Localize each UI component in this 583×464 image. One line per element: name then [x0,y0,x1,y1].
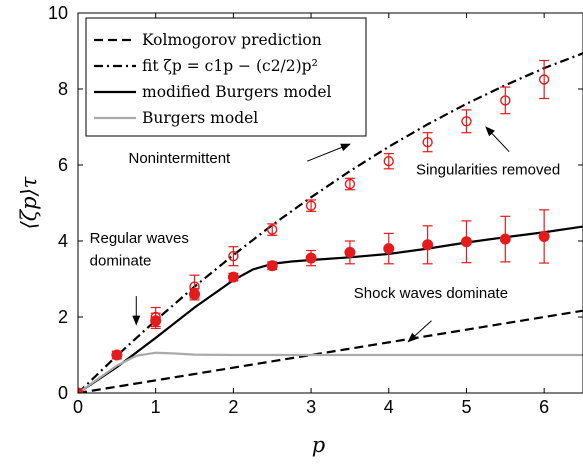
data-point-open [422,136,433,148]
data-point-open [538,74,550,85]
x-tick-label: 3 [306,397,316,417]
data-point-filled [344,246,356,258]
data-point-filled [422,239,434,251]
data-point-filled [150,315,162,327]
series-line-0 [78,309,583,393]
data-point-filled [266,260,278,272]
axes: 0 1 2 3 4 5 6 0 2 4 6 8 10 p ⟨ζp⟩τ [17,3,583,457]
annotation-text: Nonintermittent [129,150,232,167]
data-point-open [461,116,472,127]
data-point-filled [111,349,123,361]
data-point-open [305,200,317,211]
annotation-arrow [407,320,432,343]
x-tick-label: 1 [151,397,161,417]
legend-box [85,17,367,137]
data-point-filled [78,387,84,393]
data-point-open [383,155,394,167]
legend-label-3: Burgers model [142,109,258,127]
y-tick-label: 2 [58,307,68,327]
data-point-filled [227,271,239,283]
annotation-text: dominate [90,253,152,270]
annotation-text: Singularities removed [416,162,560,179]
series-line-2 [78,225,583,393]
x-tick-label: 4 [384,397,394,417]
y-axis-title: ⟨ζp⟩τ [17,176,41,229]
data-point-filled [305,252,317,264]
annotation-arrow [485,126,510,153]
data-point-filled [383,243,395,255]
data-point-filled [499,233,511,245]
x-tick-label: 0 [73,397,83,417]
x-tick-label: 5 [461,397,471,417]
data-point-open [500,95,511,106]
legend-label-0: Kolmogorov prediction [142,31,322,49]
x-axis-title: p [312,433,325,457]
axes-frame [77,12,583,394]
y-tick-label: 4 [58,231,68,251]
legend: Kolmogorov prediction fit ζp = c1p − (c2/… [85,17,367,137]
annotation-text: Shock waves dominate [354,285,508,302]
y-tick-label: 8 [58,79,68,99]
y-tick-label: 6 [58,155,68,175]
legend-label-2: modified Burgers model [142,83,332,101]
plot-area [78,52,583,393]
data-point-open [344,178,356,190]
x-tick-label: 6 [539,397,549,417]
data-point-filled [189,288,201,300]
annotations: Nonintermittent Singularities removed Regu… [90,126,560,343]
y-tick-label: 0 [58,383,68,403]
series-line-3 [78,351,583,393]
annotation-arrow [307,143,351,162]
data-point-filled [538,230,550,242]
series-line-1 [78,52,583,393]
annotation-text: Regular waves [90,230,189,247]
x-tick-label: 2 [228,397,238,417]
legend-label-1: fit ζp = c1p − (c2/2)p² [142,57,318,75]
data-point-open [267,224,278,235]
data-point-filled [460,236,472,248]
data-point-open [228,251,239,262]
y-tick-label: 10 [48,3,68,23]
